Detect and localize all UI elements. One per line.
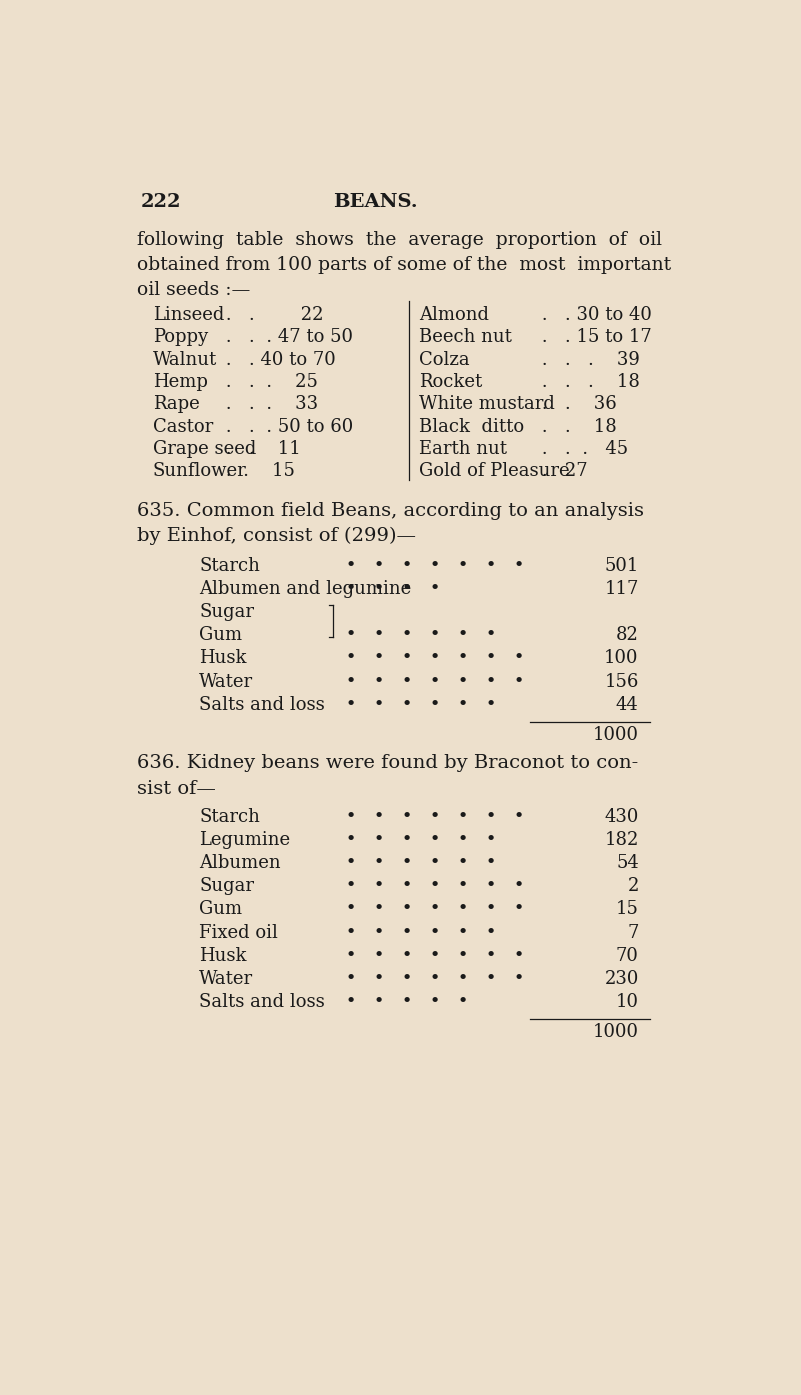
Text: Fixed oil: Fixed oil [199, 923, 278, 942]
Text: Legumine: Legumine [199, 831, 291, 850]
Text: Earth nut: Earth nut [420, 439, 507, 458]
Text: •   •   •   •   •: • • • • • [340, 993, 469, 1011]
Text: 15: 15 [616, 900, 638, 918]
Text: .   .    18: . . 18 [537, 417, 618, 435]
Text: .   .   .    18: . . . 18 [537, 372, 640, 391]
Text: •   •   •   •   •   •: • • • • • • [340, 696, 497, 714]
Text: •   •   •   •   •   •: • • • • • • [340, 831, 497, 850]
Text: 2: 2 [627, 877, 638, 896]
Text: BEANS.: BEANS. [332, 193, 417, 211]
Text: •   •   •   •: • • • • [340, 580, 441, 598]
Text: Gold of Pleasure: Gold of Pleasure [420, 462, 570, 480]
Text: by Einhof, consist of (299)—: by Einhof, consist of (299)— [137, 527, 417, 545]
Text: Albumen: Albumen [199, 854, 281, 872]
Text: 70: 70 [616, 947, 638, 964]
Text: Rape: Rape [153, 395, 199, 413]
Text: 82: 82 [616, 626, 638, 644]
Text: .   .    11: . . 11 [220, 439, 301, 458]
Text: 54: 54 [616, 854, 638, 872]
Text: .   . 40 to 70: . . 40 to 70 [220, 350, 336, 368]
Text: Water: Water [199, 672, 253, 691]
Text: Gum: Gum [199, 900, 243, 918]
Text: Husk: Husk [199, 650, 247, 667]
Text: •   •   •   •   •   •   •: • • • • • • • [340, 877, 525, 896]
Text: Sugar: Sugar [199, 603, 255, 621]
Text: .   .  .    33: . . . 33 [220, 395, 318, 413]
Text: Albumen and legumine: Albumen and legumine [199, 580, 412, 598]
Text: .   . 15 to 17: . . 15 to 17 [537, 328, 652, 346]
Text: •   •   •   •   •   •: • • • • • • [340, 626, 497, 644]
Text: •   •   •   •   •   •   •: • • • • • • • [340, 900, 525, 918]
Text: Water: Water [199, 970, 253, 988]
Text: Almond: Almond [420, 306, 489, 324]
Text: Starch: Starch [199, 808, 260, 826]
Text: 182: 182 [605, 831, 638, 850]
Text: .  .    15: . . 15 [220, 462, 295, 480]
Text: .   .   .    39: . . . 39 [537, 350, 640, 368]
Text: .   .    36: . . 36 [537, 395, 618, 413]
Text: Sugar: Sugar [199, 877, 255, 896]
Text: 636. Kidney beans were found by Braconot to con-: 636. Kidney beans were found by Braconot… [137, 755, 638, 773]
Text: •   •   •   •   •   •   •: • • • • • • • [340, 970, 525, 988]
Text: .   . 30 to 40: . . 30 to 40 [537, 306, 652, 324]
Text: Beech nut: Beech nut [420, 328, 513, 346]
Text: 117: 117 [605, 580, 638, 598]
Text: Black  ditto: Black ditto [420, 417, 525, 435]
Text: 501: 501 [605, 557, 638, 575]
Text: 1000: 1000 [593, 1023, 638, 1041]
Text: •   •   •   •   •   •: • • • • • • [340, 923, 497, 942]
Text: .   .  . 47 to 50: . . . 47 to 50 [220, 328, 353, 346]
Text: Colza: Colza [420, 350, 470, 368]
Text: Sunflower: Sunflower [153, 462, 247, 480]
Text: •   •   •   •   •   •   •: • • • • • • • [340, 672, 525, 691]
Text: .   .  . 50 to 60: . . . 50 to 60 [220, 417, 353, 435]
Text: 7: 7 [627, 923, 638, 942]
Text: Salts and loss: Salts and loss [199, 993, 325, 1011]
Text: 44: 44 [616, 696, 638, 714]
Text: Linseed: Linseed [153, 306, 224, 324]
Text: Husk: Husk [199, 947, 247, 964]
Text: .   .        22: . . 22 [220, 306, 324, 324]
Text: .   .  .   45: . . . 45 [537, 439, 629, 458]
Text: Poppy: Poppy [153, 328, 208, 346]
Text: Salts and loss: Salts and loss [199, 696, 325, 714]
Text: oil seeds :—: oil seeds :— [137, 282, 251, 300]
Text: Rocket: Rocket [420, 372, 483, 391]
Text: .   27: . 27 [537, 462, 588, 480]
Text: •   •   •   •   •   •   •: • • • • • • • [340, 947, 525, 964]
Text: .   .  .    25: . . . 25 [220, 372, 318, 391]
Text: •   •   •   •   •   •   •: • • • • • • • [340, 808, 525, 826]
Text: 156: 156 [605, 672, 638, 691]
Text: Gum: Gum [199, 626, 243, 644]
Text: •   •   •   •   •   •: • • • • • • [340, 854, 497, 872]
Text: 430: 430 [605, 808, 638, 826]
Text: Hemp: Hemp [153, 372, 207, 391]
Text: 10: 10 [616, 993, 638, 1011]
Text: Grape seed: Grape seed [153, 439, 256, 458]
Text: Starch: Starch [199, 557, 260, 575]
Text: sist of—: sist of— [137, 780, 216, 798]
Text: White mustard: White mustard [420, 395, 555, 413]
Text: obtained from 100 parts of some of the  most  important: obtained from 100 parts of some of the m… [137, 255, 671, 273]
Text: •   •   •   •   •   •   •: • • • • • • • [340, 650, 525, 667]
Text: 1000: 1000 [593, 725, 638, 744]
Text: 100: 100 [604, 650, 638, 667]
Text: •   •   •   •   •   •   •: • • • • • • • [340, 557, 525, 575]
Text: Castor: Castor [153, 417, 213, 435]
Text: Walnut: Walnut [153, 350, 217, 368]
Text: 222: 222 [140, 193, 181, 211]
Text: following  table  shows  the  average  proportion  of  oil: following table shows the average propor… [137, 230, 662, 248]
Text: 635. Common field Beans, according to an analysis: 635. Common field Beans, according to an… [137, 502, 644, 519]
Text: 230: 230 [605, 970, 638, 988]
